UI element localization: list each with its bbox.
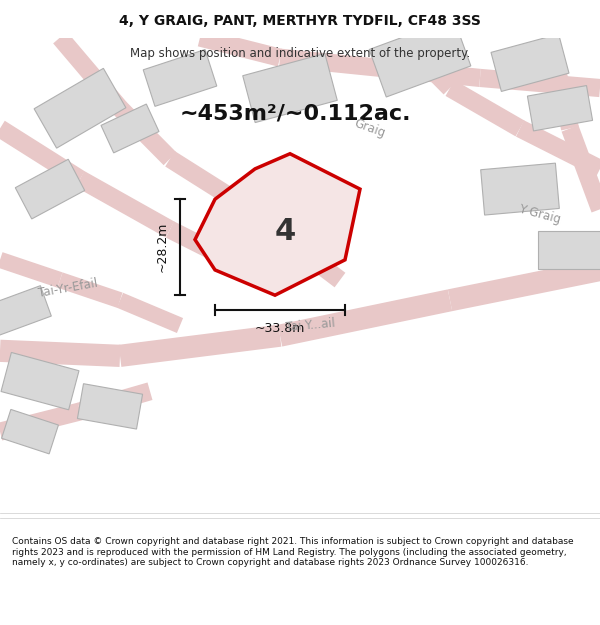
Text: 4, Y GRAIG, PANT, MERTHYR TYDFIL, CF48 3SS: 4, Y GRAIG, PANT, MERTHYR TYDFIL, CF48 3… (119, 14, 481, 28)
Polygon shape (394, 31, 457, 94)
Polygon shape (446, 80, 524, 136)
Polygon shape (295, 242, 346, 288)
Polygon shape (0, 121, 85, 187)
Polygon shape (479, 69, 600, 97)
Text: Map shows position and indicative extent of the property.: Map shows position and indicative extent… (130, 48, 470, 61)
Polygon shape (58, 272, 122, 308)
Text: Tai Y...ail: Tai Y...ail (285, 317, 335, 334)
Polygon shape (53, 32, 127, 114)
Polygon shape (481, 163, 559, 215)
Text: ~33.8m: ~33.8m (255, 322, 305, 335)
Polygon shape (143, 49, 217, 106)
Polygon shape (369, 18, 471, 97)
Polygon shape (195, 154, 360, 295)
Polygon shape (198, 29, 282, 66)
Polygon shape (101, 104, 159, 153)
Polygon shape (243, 54, 337, 122)
Polygon shape (278, 289, 452, 346)
Polygon shape (2, 409, 58, 454)
Polygon shape (562, 125, 600, 212)
Polygon shape (244, 202, 305, 257)
Polygon shape (516, 121, 600, 177)
Polygon shape (491, 34, 569, 91)
Polygon shape (448, 259, 600, 311)
Text: Y Graig: Y Graig (517, 202, 563, 226)
Polygon shape (538, 231, 600, 269)
Polygon shape (0, 402, 82, 441)
Text: Tai-Yr-Efail: Tai-Yr-Efail (37, 276, 99, 300)
Polygon shape (0, 340, 121, 367)
Polygon shape (1, 352, 79, 410)
Polygon shape (117, 292, 183, 333)
Polygon shape (0, 252, 62, 288)
Text: ~28.2m: ~28.2m (155, 222, 169, 272)
Polygon shape (0, 286, 52, 335)
Polygon shape (15, 159, 85, 219)
Polygon shape (279, 49, 381, 77)
Text: Contains OS data © Crown copyright and database right 2021. This information is : Contains OS data © Crown copyright and d… (12, 538, 574, 567)
Text: 4: 4 (274, 217, 296, 246)
Polygon shape (76, 171, 175, 238)
Polygon shape (527, 86, 593, 131)
Polygon shape (165, 151, 255, 217)
Polygon shape (166, 221, 254, 278)
Polygon shape (77, 384, 143, 429)
Text: Graig: Graig (353, 117, 388, 140)
Polygon shape (119, 324, 281, 367)
Polygon shape (541, 36, 579, 131)
Polygon shape (379, 59, 481, 87)
Polygon shape (113, 102, 176, 165)
Text: ~453m²/~0.112ac.: ~453m²/~0.112ac. (179, 103, 411, 123)
Polygon shape (34, 68, 126, 148)
Polygon shape (77, 382, 152, 420)
